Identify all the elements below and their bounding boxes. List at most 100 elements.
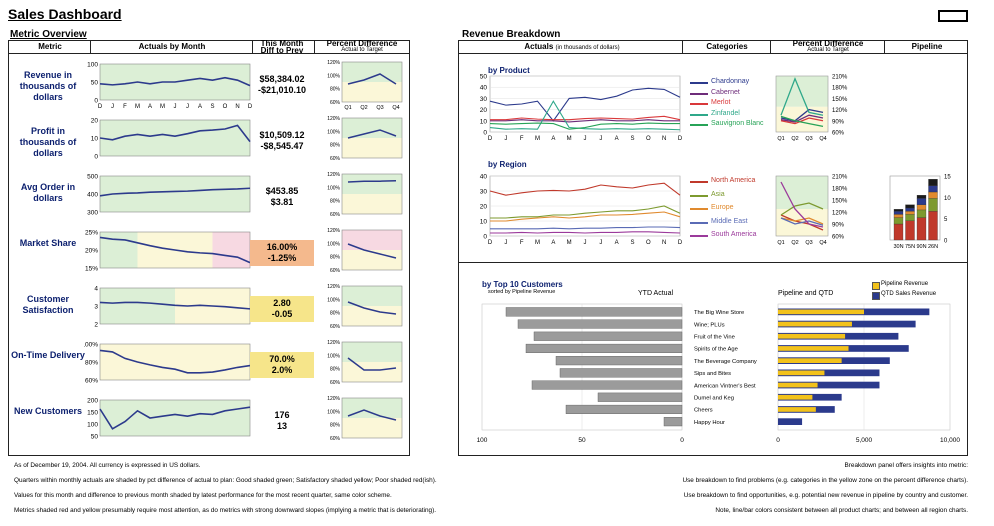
ytd-bar	[559, 368, 683, 378]
metric-value-box: $453.85 $3.81	[250, 184, 314, 210]
month-label: J	[599, 240, 602, 246]
y-tick-label: 3	[94, 304, 98, 311]
quarter-label: Q1	[777, 240, 784, 246]
pipeline-qtd-label: Pipeline and QTD	[778, 290, 834, 297]
quarter-label: Q2	[791, 240, 798, 246]
col-breakdown-pct-l1: Percent Difference	[792, 39, 864, 48]
pct-tick-label: 210%	[832, 175, 848, 181]
metric-label: New Customers	[13, 406, 83, 416]
quarter-band	[100, 288, 138, 324]
quarter-band	[175, 176, 213, 212]
legend-pipeline-swatch	[872, 282, 880, 290]
metric-line	[99, 76, 251, 87]
ytd-bar	[525, 343, 683, 353]
col-pipeline: Pipeline	[911, 42, 943, 51]
legend-line	[690, 82, 708, 84]
legend-line	[690, 103, 708, 105]
pct-tick-label: 120%	[832, 211, 848, 217]
metric-value: $10,509.12	[259, 130, 305, 140]
pipeline-tick-label: 0	[944, 239, 948, 245]
pipeline-bar-segment	[928, 211, 938, 241]
ytd-bar	[555, 356, 683, 366]
month-label: S	[630, 240, 634, 246]
pipeline-tick-label: 5	[944, 217, 948, 223]
metric-overview-panel	[8, 40, 410, 456]
pct-tick-label: 60%	[330, 380, 341, 386]
pipeline-bar-segment	[928, 198, 938, 212]
pct-band-good	[342, 342, 402, 362]
ytd-bar	[565, 404, 683, 414]
pct-line	[347, 129, 397, 139]
x-tick-label: 0	[776, 437, 780, 444]
metric-sparkline: 25% 20% 15%	[85, 230, 251, 273]
pipeline-bar	[778, 333, 846, 339]
month-label: A	[551, 240, 555, 246]
pct-tick-label: 80%	[330, 255, 341, 261]
month-label: F	[123, 104, 127, 110]
by-product-title: by Product	[488, 66, 530, 75]
customer-name: Happy Hour	[694, 420, 725, 426]
metric-pct-chart: 120% 100% 80% 60%	[327, 228, 403, 274]
pipeline-bar-segment	[928, 185, 938, 193]
footnote-left: Values for this month and difference to …	[14, 492, 392, 499]
customer-name: Dumel and Keg	[694, 396, 734, 402]
by-region-title: by Region	[488, 160, 527, 169]
customer-name: The Big Wine Store	[694, 310, 744, 316]
month-label: J	[111, 104, 114, 110]
pct-tick-label: 80%	[330, 87, 341, 93]
metric-diff: -0.05	[271, 309, 293, 319]
pct-tick-label: 60%	[330, 212, 341, 218]
pipeline-tick-label: 15	[944, 175, 951, 181]
y-tick-label: 300	[87, 210, 98, 217]
month-label: O	[646, 136, 651, 142]
series-line	[490, 211, 681, 222]
x-tick-label: 100	[477, 437, 488, 444]
pipeline-x-label: 90N	[916, 244, 926, 250]
pipeline-bar-segment	[893, 223, 904, 241]
footnote-left: Quarters within monthly actuals are shad…	[14, 477, 437, 484]
metric-value: 2.80	[273, 298, 291, 308]
pct-tick-label: 100%	[327, 353, 340, 359]
top-customers-subtitle: sorted by Pipeline Revenue	[488, 289, 556, 295]
legend-qtd-label: QTD Sales Revenue	[881, 291, 937, 297]
y-tick-label: 150	[87, 410, 98, 417]
breakdown-header-row	[458, 40, 968, 54]
col-divider	[770, 40, 771, 54]
pct-series-line	[780, 115, 824, 128]
month-label: M	[535, 136, 540, 142]
legend-line	[690, 92, 708, 95]
pct-tick-label: 80%	[330, 311, 341, 317]
series-line	[489, 87, 681, 122]
pct-tick-label: 60%	[330, 268, 341, 274]
window-button[interactable]	[938, 10, 968, 22]
y-tick-label: 20	[480, 107, 488, 114]
col-percent-diff-l2: Actual to Target	[341, 47, 383, 53]
footnote-right: Breakdown panel offers insights into met…	[844, 462, 969, 469]
col-divider	[314, 40, 315, 54]
month-label: J	[186, 104, 189, 110]
metric-line	[99, 124, 251, 143]
qtd-bar	[778, 369, 880, 377]
pct-series-line	[780, 114, 824, 123]
pct-line	[347, 301, 397, 315]
legend-region: South America	[711, 231, 757, 238]
pct-tick-label: 120%	[327, 228, 340, 234]
pct-tick-label: 150%	[832, 97, 848, 103]
pct-band-good	[342, 174, 402, 194]
footnote-right: Use breakdown to find problems (e.g. cat…	[682, 477, 969, 484]
pct-band-low	[342, 418, 402, 438]
pipeline-bar	[778, 382, 818, 388]
pct-tick-label: 150%	[832, 199, 848, 205]
series-line	[490, 205, 681, 219]
pipeline-bar-segment	[893, 211, 904, 215]
metric-label: Profit in thousands of dollars	[19, 126, 77, 158]
metric-header-row	[8, 40, 410, 54]
legend-line	[690, 208, 708, 210]
y-tick-label: 25%	[85, 230, 98, 237]
customer-name: Sips and Bites	[694, 371, 731, 377]
month-label: A	[148, 104, 152, 110]
quarter-band	[137, 400, 175, 436]
ytd-bar	[533, 331, 683, 341]
col-divider	[682, 40, 683, 54]
